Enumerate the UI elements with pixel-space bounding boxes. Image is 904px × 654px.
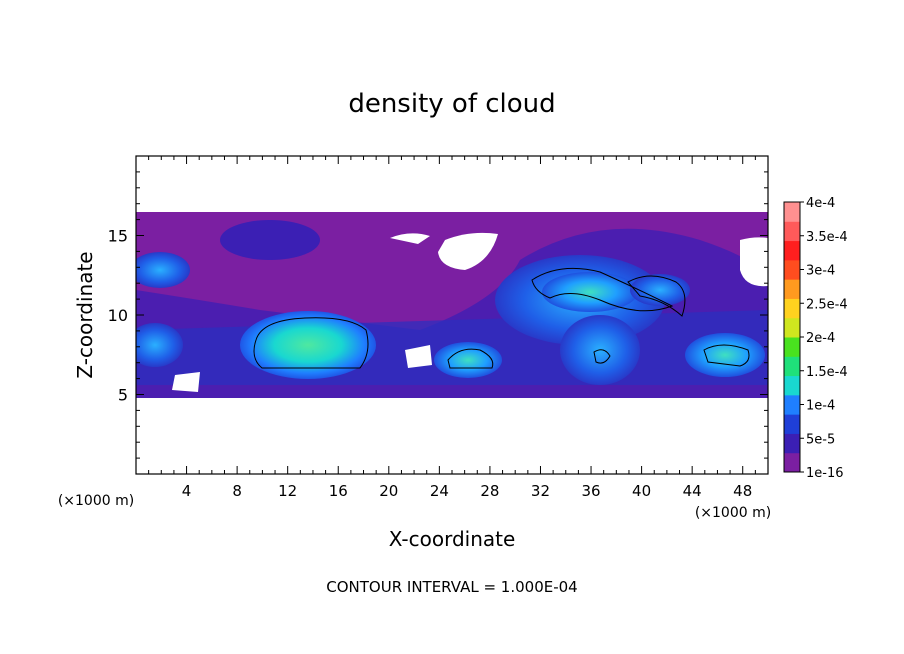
blob-right-core: [542, 272, 638, 312]
blob-small-mid: [434, 342, 502, 378]
x-tick-label: 32: [531, 482, 550, 500]
colorbar-swatch: [784, 317, 800, 338]
y-tick-label: 5: [118, 386, 128, 405]
colorbar-swatch: [784, 259, 800, 280]
x-axis-title: X-coordinate: [389, 527, 516, 551]
colorbar-label: 3e-4: [806, 264, 835, 279]
contour-line-6: [593, 349, 611, 364]
x-tick-label: 12: [278, 482, 297, 500]
colorbar-label: 4e-4: [806, 196, 835, 211]
x-tick-label: 40: [632, 482, 651, 500]
x-tick-label: 44: [683, 482, 702, 500]
y-tick-label: 15: [108, 227, 128, 246]
blob-far-right: [685, 333, 765, 377]
x-tick-label: 20: [379, 482, 398, 500]
colorbar-label: 1e-4: [806, 399, 835, 414]
colorbar-swatch: [784, 240, 800, 261]
z-unit-label: (×1000 m): [58, 493, 134, 509]
y-tick-label: 10: [108, 306, 128, 325]
colorbar-swatch: [784, 433, 800, 454]
gap-3: [740, 237, 768, 287]
y-axis: 5 10 15: [108, 171, 768, 459]
colorbar-swatch: [784, 394, 800, 415]
x-tick-label: 4: [182, 482, 192, 500]
contour-line-4: [627, 275, 686, 317]
blob-left-top: [136, 252, 190, 288]
blob-left-mid: [136, 323, 183, 367]
blob-upper-mid: [220, 220, 320, 260]
gap-2: [438, 232, 498, 270]
contour-interval-note: CONTOUR INTERVAL = 1.000E-04: [326, 578, 577, 596]
colorbar: 1e-16 5e-5 1e-4 1.5e-4 2e-4 2.5e-4 3e-4 3.5e-4 4…: [783, 196, 848, 481]
colorbar-label: 3.5e-4: [806, 230, 848, 245]
contour-line-1: [253, 317, 369, 369]
colorbar-label: 2.5e-4: [806, 297, 848, 312]
colorbar-swatch: [784, 221, 800, 242]
y-axis-title: Z-coordinate: [73, 251, 97, 378]
gap-1: [390, 233, 430, 244]
colorbar-label: 1e-16: [806, 466, 844, 481]
x-tick-label: 16: [329, 482, 348, 500]
x-unit-label: (×1000 m): [695, 505, 771, 521]
colorbar-label: 2e-4: [806, 331, 835, 346]
chart-title: density of cloud: [348, 89, 555, 119]
contour-field: [136, 212, 768, 398]
colorbar-swatch: [784, 452, 800, 473]
colorbar-swatch: [784, 375, 800, 396]
gap-5: [172, 372, 200, 392]
x-tick-label: 48: [733, 482, 752, 500]
contour-line-5: [703, 344, 750, 367]
colorbar-label: 5e-5: [806, 432, 835, 447]
colorbar-swatch: [784, 279, 800, 299]
x-tick-label: 24: [430, 482, 449, 500]
contour-line-2: [447, 348, 494, 369]
x-tick-label: 8: [232, 482, 242, 500]
blob-main-left: [240, 311, 376, 379]
colorbar-swatch: [784, 337, 800, 357]
x-axis: 4 8 12 16 20 24 28 32 36 40 44 48: [148, 156, 756, 500]
colorbar-swatch: [784, 414, 800, 434]
contour-line-3: [531, 267, 674, 312]
colorbar-swatch: [784, 202, 800, 222]
gap-4: [405, 345, 432, 368]
colorbar-swatch: [784, 356, 800, 377]
colorbar-label: 1.5e-4: [806, 365, 848, 380]
x-tick-label: 36: [581, 482, 600, 500]
colorbar-swatch: [784, 298, 800, 319]
x-tick-label: 28: [480, 482, 499, 500]
